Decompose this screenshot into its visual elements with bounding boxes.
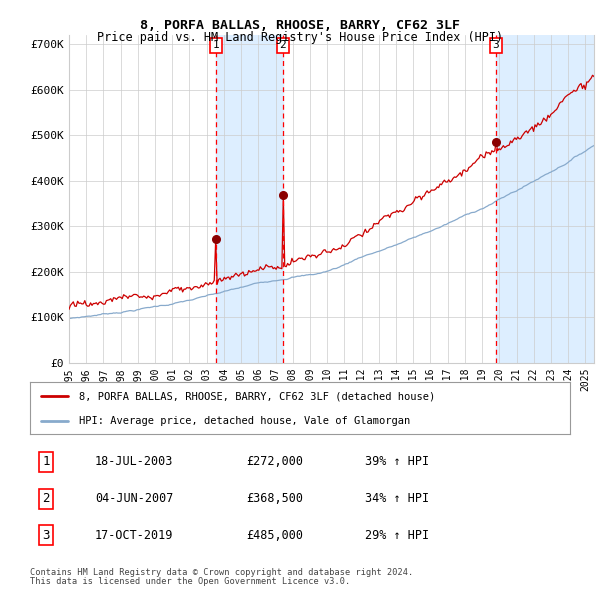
Text: 39% ↑ HPI: 39% ↑ HPI [365,455,429,468]
Text: 34% ↑ HPI: 34% ↑ HPI [365,492,429,505]
Text: HPI: Average price, detached house, Vale of Glamorgan: HPI: Average price, detached house, Vale… [79,416,410,425]
Text: 3: 3 [493,40,499,50]
Text: £368,500: £368,500 [246,492,303,505]
Text: 8, PORFA BALLAS, RHOOSE, BARRY, CF62 3LF (detached house): 8, PORFA BALLAS, RHOOSE, BARRY, CF62 3LF… [79,391,435,401]
Text: 2: 2 [43,492,50,505]
Text: 17-OCT-2019: 17-OCT-2019 [95,529,173,542]
Bar [496,35,594,363]
Text: Contains HM Land Registry data © Crown copyright and database right 2024.: Contains HM Land Registry data © Crown c… [30,568,413,576]
Text: 3: 3 [43,529,50,542]
Text: Price paid vs. HM Land Registry's House Price Index (HPI): Price paid vs. HM Land Registry's House … [97,31,503,44]
Text: 04-JUN-2007: 04-JUN-2007 [95,492,173,505]
Text: 1: 1 [43,455,50,468]
Text: 18-JUL-2003: 18-JUL-2003 [95,455,173,468]
Text: £272,000: £272,000 [246,455,303,468]
Text: £485,000: £485,000 [246,529,303,542]
Text: 8, PORFA BALLAS, RHOOSE, BARRY, CF62 3LF: 8, PORFA BALLAS, RHOOSE, BARRY, CF62 3LF [140,19,460,32]
Text: This data is licensed under the Open Government Licence v3.0.: This data is licensed under the Open Gov… [30,577,350,586]
Text: 29% ↑ HPI: 29% ↑ HPI [365,529,429,542]
Bar [216,35,283,363]
Text: 2: 2 [280,40,286,50]
Text: 1: 1 [212,40,220,50]
